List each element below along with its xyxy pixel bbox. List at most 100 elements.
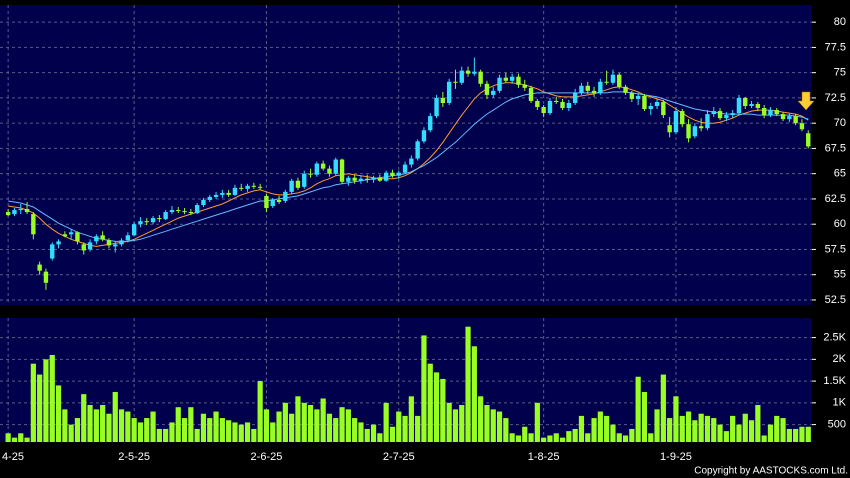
volume-bar: [566, 431, 572, 442]
volume-bar: [478, 396, 484, 442]
candle-body: [585, 85, 590, 91]
candle-body: [81, 244, 86, 251]
candle-body: [566, 102, 572, 109]
candle-body: [106, 240, 112, 246]
volume-bar: [320, 398, 326, 442]
candle-body: [743, 97, 748, 107]
candle-body: [547, 100, 553, 114]
volume-bar: [415, 415, 421, 442]
volume-bar: [767, 424, 774, 442]
candle-body: [232, 187, 238, 195]
volume-bar: [698, 413, 704, 442]
candle-body: [12, 210, 17, 215]
volume-bar: [490, 409, 496, 442]
volume-bar: [11, 437, 18, 442]
candle-body: [314, 163, 320, 175]
candle-body: [43, 271, 49, 283]
volume-bar: [559, 437, 566, 442]
volume-bar: [793, 428, 799, 442]
volume-bar: [377, 433, 383, 442]
volume-bar: [389, 426, 396, 442]
candle-body: [251, 185, 257, 187]
volume-bar: [465, 326, 471, 442]
volume-bar: [55, 385, 62, 442]
candle-body: [245, 185, 250, 189]
volume-bar: [295, 396, 301, 442]
candle-body: [528, 87, 534, 101]
volume-bar: [244, 422, 251, 442]
y-tick-label: 72.5: [825, 92, 846, 104]
copyright: Copyright by AASTOCKS.com Ltd.: [694, 466, 848, 477]
volume-bar: [383, 402, 389, 442]
volume-bar: [18, 433, 24, 442]
volume-bar: [326, 413, 333, 442]
volume-bar: [660, 374, 666, 442]
volume-bar: [169, 422, 175, 442]
candle-body: [724, 115, 729, 119]
candle-body: [176, 210, 181, 212]
candle-body: [761, 108, 767, 116]
volume-bar: [87, 405, 93, 442]
candle-body: [692, 126, 698, 137]
volume-tick-label: 2K: [833, 353, 847, 365]
y-tick-label: 60: [834, 218, 846, 230]
candle-body: [226, 192, 231, 195]
volume-bar: [635, 376, 641, 442]
volume-bar: [219, 418, 225, 442]
volume-bar: [780, 418, 786, 442]
volume-bar: [534, 402, 540, 442]
volume-bar: [175, 407, 181, 442]
candle-body: [730, 113, 735, 116]
volume-bar: [736, 424, 742, 442]
volume-bar: [251, 428, 257, 442]
volume-bar: [553, 433, 559, 442]
candle-body: [484, 83, 490, 95]
candle-body: [358, 178, 364, 181]
volume-bar: [755, 405, 761, 442]
candle-body: [365, 178, 370, 180]
candle-body: [37, 264, 42, 271]
volume-bar: [301, 402, 307, 442]
volume-bar: [200, 413, 207, 442]
x-tick-label: 2-5-25: [118, 451, 150, 463]
volume-bar: [723, 431, 729, 442]
y-tick-label: 80: [834, 16, 846, 28]
volume-bar: [459, 405, 465, 442]
candle-body: [144, 221, 149, 223]
volume-bar: [402, 415, 408, 442]
candle-body: [327, 168, 332, 174]
candle-body: [434, 97, 439, 117]
volume-bar: [440, 378, 446, 442]
candle-body: [402, 164, 408, 173]
y-tick-label: 62.5: [825, 193, 846, 205]
volume-bar: [289, 413, 295, 442]
volume-bar: [654, 409, 660, 442]
volume-bar: [622, 435, 629, 442]
volume-bar: [352, 418, 358, 442]
candle-body: [491, 90, 496, 95]
candle-body: [591, 90, 597, 93]
candle-body: [736, 97, 742, 114]
moving-average-line: [8, 82, 809, 247]
candle-body: [264, 195, 269, 209]
volume-bar: [641, 391, 648, 442]
y-tick-label: 70: [834, 117, 846, 129]
volume-bar: [226, 420, 232, 442]
candle-body: [661, 101, 666, 116]
volume-bar: [181, 418, 188, 442]
candle-body: [806, 133, 811, 147]
volume-tick-label: 1.5K: [823, 375, 846, 387]
candle-body: [188, 212, 194, 214]
candle-body: [604, 81, 609, 83]
volume-bar: [156, 428, 162, 442]
candle-body: [648, 106, 653, 110]
candle-body: [428, 116, 433, 131]
candle-body: [623, 86, 628, 93]
volume-bar: [74, 418, 81, 442]
volume-bar: [364, 428, 370, 442]
candle-body: [371, 177, 376, 180]
volume-bar: [333, 418, 339, 442]
candle-body: [610, 74, 616, 83]
volume-tick-label: 1K: [833, 397, 847, 409]
volume-bar: [81, 394, 87, 442]
